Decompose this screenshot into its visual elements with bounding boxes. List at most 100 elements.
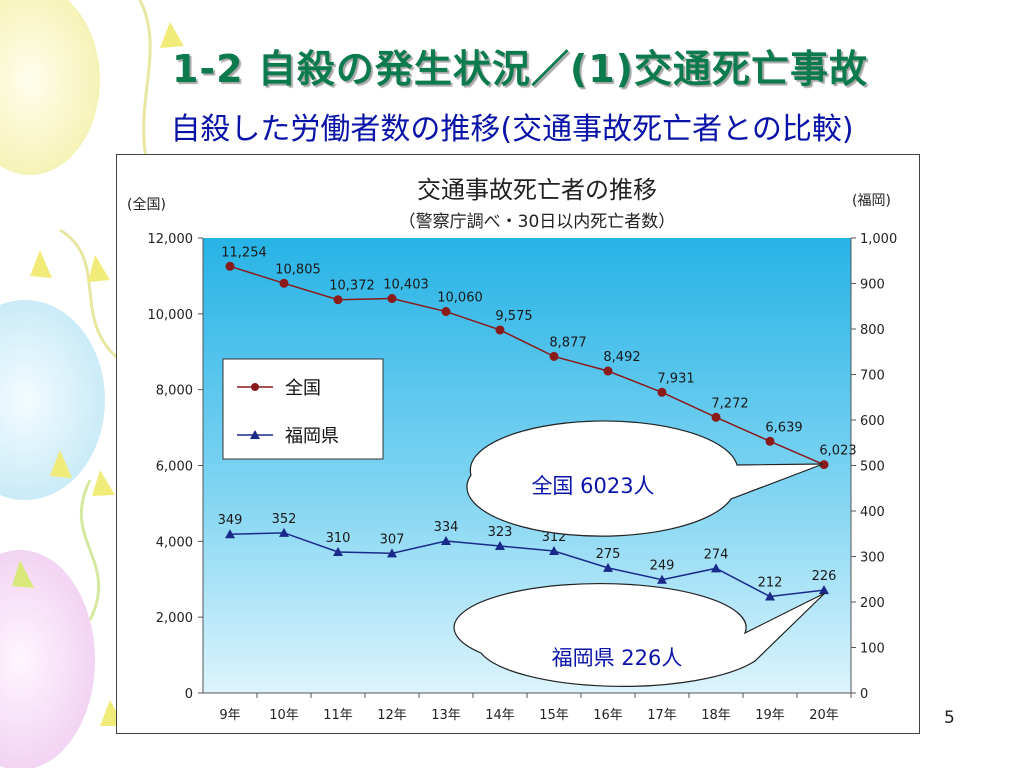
data-label: 10,403	[383, 278, 429, 293]
right-axis-unit: (福岡)	[852, 193, 891, 209]
yellow-balloon-icon	[0, 0, 100, 175]
x-tick-label: 12年	[377, 708, 407, 723]
chart-subtitle: （警察庁調べ・30日以内死亡者数）	[399, 212, 676, 232]
confetti-icon	[92, 470, 115, 496]
line-chart: 交通事故死亡者の推移 （警察庁調べ・30日以内死亡者数） (全国) (福岡) 0…	[127, 176, 897, 723]
right-tick-label: 800	[860, 323, 885, 338]
data-label: 334	[434, 520, 459, 535]
series-line-1	[229, 532, 825, 598]
data-point	[279, 527, 289, 537]
data-label: 226	[812, 569, 837, 584]
legend: 全国 福岡県	[222, 358, 384, 460]
slide-subtitle: 自殺した労働者数の推移(交通事故死亡者との比較)	[170, 112, 854, 147]
confetti-icon	[30, 250, 52, 278]
data-label: 323	[488, 525, 513, 540]
data-label: 307	[380, 532, 405, 547]
data-label: 6,023	[819, 444, 856, 459]
legend-label-fukuoka: 福岡県	[285, 426, 339, 447]
data-point	[279, 278, 289, 288]
data-label: 8,492	[603, 350, 640, 365]
x-tick-label: 19年	[755, 708, 785, 723]
data-label: 8,877	[549, 335, 586, 350]
data-label: 275	[596, 547, 621, 562]
data-point	[333, 546, 343, 556]
left-tick-label: 6,000	[156, 460, 193, 475]
ribbon-icon	[79, 479, 101, 621]
data-point	[549, 351, 559, 361]
data-point	[603, 366, 613, 376]
data-point	[441, 536, 451, 546]
right-tick-label: 900	[860, 278, 885, 293]
data-label: 310	[326, 531, 351, 546]
data-point	[387, 294, 397, 304]
x-tick-label: 10年	[269, 708, 299, 723]
left-tick-label: 4,000	[156, 535, 193, 550]
x-tick-label: 14年	[485, 708, 515, 723]
confetti-icon	[160, 22, 184, 48]
data-label: 349	[218, 513, 243, 528]
right-tick-label: 200	[860, 596, 885, 611]
data-label: 352	[272, 512, 297, 527]
x-tick-label: 13年	[431, 708, 461, 723]
right-tick-label: 400	[860, 505, 885, 520]
callout-national-text: 全国 6023人	[531, 474, 654, 498]
data-point	[225, 529, 235, 539]
data-label: 7,931	[657, 371, 694, 386]
data-label: 249	[650, 559, 675, 574]
page-number: 5	[944, 708, 955, 728]
data-label: 6,639	[765, 420, 802, 435]
data-label: 10,805	[275, 262, 321, 277]
data-point	[441, 307, 451, 317]
legend-label-national: 全国	[285, 378, 321, 399]
left-tick-label: 0	[185, 687, 193, 702]
confetti-icon	[88, 255, 110, 282]
ribbon-icon	[59, 228, 121, 362]
data-point	[549, 546, 559, 556]
callout-national: 全国 6023人	[466, 420, 824, 537]
data-point	[387, 548, 397, 558]
data-label: 7,272	[711, 396, 748, 411]
confetti-icon	[12, 560, 34, 588]
chart-frame: 交通事故死亡者の推移 （警察庁調べ・30日以内死亡者数） (全国) (福岡) 0…	[116, 154, 920, 734]
left-tick-label: 10,000	[148, 308, 194, 323]
data-label: 212	[758, 576, 783, 591]
data-point	[657, 574, 667, 584]
right-tick-label: 300	[860, 551, 885, 566]
data-point	[711, 563, 721, 573]
data-point	[495, 541, 505, 551]
callout-fukuoka: 福岡県 226人	[453, 582, 826, 687]
series-line-0	[229, 265, 825, 466]
data-point	[765, 591, 775, 601]
legend-marker-triangle-icon	[250, 430, 260, 439]
data-label: 10,060	[437, 291, 483, 306]
data-point	[495, 325, 505, 335]
left-tick-label: 12,000	[148, 232, 194, 247]
data-point	[765, 436, 775, 446]
x-tick-label: 15年	[539, 708, 569, 723]
legend-marker-circle-icon	[251, 383, 259, 391]
data-label: 10,372	[329, 279, 375, 294]
slide-title: 1-2 自殺の発生状況／(1)交通死亡事故	[171, 47, 869, 91]
data-point	[225, 261, 235, 271]
chart-title: 交通事故死亡者の推移	[417, 176, 657, 204]
x-tick-label: 17年	[647, 708, 677, 723]
right-tick-label: 600	[860, 414, 885, 429]
right-tick-label: 0	[860, 687, 868, 702]
callout-fukuoka-text: 福岡県 226人	[552, 646, 683, 670]
left-tick-label: 2,000	[156, 611, 193, 626]
blue-balloon-icon	[0, 300, 105, 500]
right-tick-label: 1,000	[860, 232, 897, 247]
data-label: 11,254	[221, 245, 267, 260]
data-point	[333, 295, 343, 305]
data-point	[819, 460, 829, 470]
confetti-icon	[50, 450, 72, 478]
right-tick-label: 700	[860, 369, 885, 384]
right-tick-label: 500	[860, 460, 885, 475]
right-tick-label: 100	[860, 642, 885, 657]
x-tick-label: 18年	[701, 708, 731, 723]
data-point	[711, 412, 721, 422]
data-point	[657, 387, 667, 397]
x-tick-label: 20年	[809, 708, 839, 723]
data-label: 9,575	[495, 309, 532, 324]
